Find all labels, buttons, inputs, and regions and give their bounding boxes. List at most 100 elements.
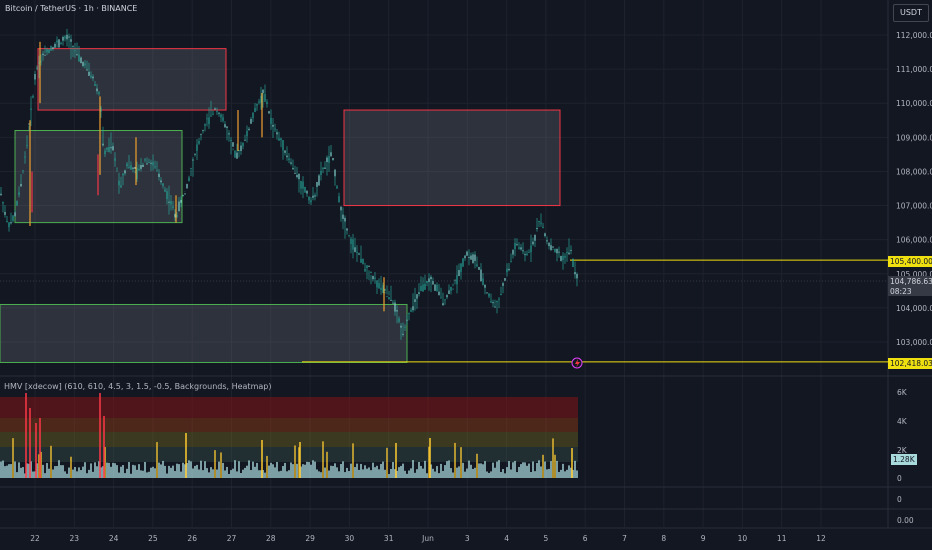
candle-body [442, 303, 444, 306]
volume-bar [24, 473, 26, 478]
volume-bar [426, 473, 428, 478]
volume-bar [96, 466, 98, 478]
volume-bar [444, 465, 446, 478]
volume-bar [40, 451, 42, 478]
candle-body [48, 49, 50, 54]
candle-body [480, 269, 482, 282]
volume-bar [378, 469, 380, 478]
volume-bar [198, 469, 200, 478]
volume-bar [294, 445, 296, 478]
volume-bar [430, 464, 432, 478]
volume-bar [306, 461, 308, 478]
volume-bar [192, 468, 194, 478]
volume-bar [296, 463, 298, 478]
candle-body [62, 37, 64, 41]
last-price-tag: 104,786.63 [888, 276, 932, 286]
volume-bar [568, 465, 570, 478]
candle-body [156, 170, 158, 172]
candle-body [32, 96, 34, 98]
candle-body [184, 193, 186, 195]
indicator-title[interactable]: HMV [xdecow] (610, 610, 4.5, 3, 1.5, -0.… [4, 382, 272, 391]
volume-bar [554, 454, 556, 478]
candle-body [52, 47, 54, 49]
volume-bar [172, 465, 174, 478]
volume-bar [460, 447, 462, 478]
candle-body [208, 117, 210, 125]
volume-bar [152, 466, 154, 478]
volume-bar [148, 471, 150, 478]
candle-body [230, 139, 232, 141]
volume-bar [162, 460, 164, 478]
candle-body [342, 214, 344, 219]
volume-bar [362, 469, 364, 478]
candle-body [198, 141, 200, 144]
volume-bar [256, 462, 258, 478]
volume-heatmap-band [0, 397, 578, 418]
candle-body [330, 152, 332, 157]
candle-body [332, 157, 334, 160]
candle-body [362, 258, 364, 265]
volume-high-bar [185, 433, 187, 478]
volume-bar [230, 470, 232, 478]
volume-spike-bar [25, 393, 27, 478]
volume-bar [222, 462, 224, 478]
volume-bar [132, 464, 134, 478]
candle-body [200, 133, 202, 135]
volume-bar [228, 473, 230, 478]
volume-bar [244, 467, 246, 478]
candle-body [140, 165, 142, 169]
candle-body [0, 193, 2, 196]
candle-body [400, 325, 402, 328]
volume-bar [262, 470, 264, 478]
volume-bar [490, 471, 492, 478]
candle-body [114, 158, 116, 161]
candle-body [532, 241, 534, 245]
candle-body [410, 309, 412, 312]
candle-body [12, 215, 14, 221]
volume-bar [422, 468, 424, 478]
candle-body [194, 153, 196, 155]
volume-bar [68, 467, 70, 478]
volume-bar [104, 446, 106, 478]
candle-body [186, 183, 188, 189]
price-axis-label: 111,000.00 [896, 65, 932, 74]
candle-body [312, 195, 314, 198]
candle-body [552, 246, 554, 248]
volume-bar [560, 469, 562, 478]
candle-body [528, 251, 530, 253]
candle-body [262, 89, 264, 94]
volume-bar [204, 461, 206, 478]
candle-body [470, 255, 472, 260]
volume-bar [352, 443, 354, 478]
volume-bar [344, 472, 346, 478]
volume-bar [284, 462, 286, 478]
volume-bar [408, 470, 410, 478]
candle-body [28, 123, 30, 125]
candle-body [110, 147, 112, 149]
volume-bar [194, 465, 196, 478]
candle-body [268, 111, 270, 114]
volume-bar [54, 466, 56, 478]
volume-bar [28, 463, 30, 478]
supply-zone[interactable] [343, 109, 561, 207]
candle-body [188, 177, 190, 182]
volume-bar [142, 470, 144, 478]
time-axis-label: 8 [661, 534, 666, 543]
candle-body [100, 108, 102, 112]
volume-bar [178, 464, 180, 478]
volume-bar [84, 462, 86, 478]
volume-bar [576, 470, 578, 478]
volume-bar [550, 461, 552, 478]
candle-body [204, 124, 206, 126]
candle-body [218, 112, 220, 114]
time-axis-label: 4 [504, 534, 509, 543]
supply-zone[interactable] [37, 48, 227, 111]
time-axis-label: 6 [583, 534, 588, 543]
volume-bar [456, 467, 458, 478]
currency-button[interactable]: USDT [893, 4, 929, 22]
candle-body [454, 279, 456, 281]
demand-zone[interactable] [0, 303, 408, 363]
price-axis-label: 107,000.00 [896, 202, 932, 211]
volume-bar [538, 460, 540, 478]
